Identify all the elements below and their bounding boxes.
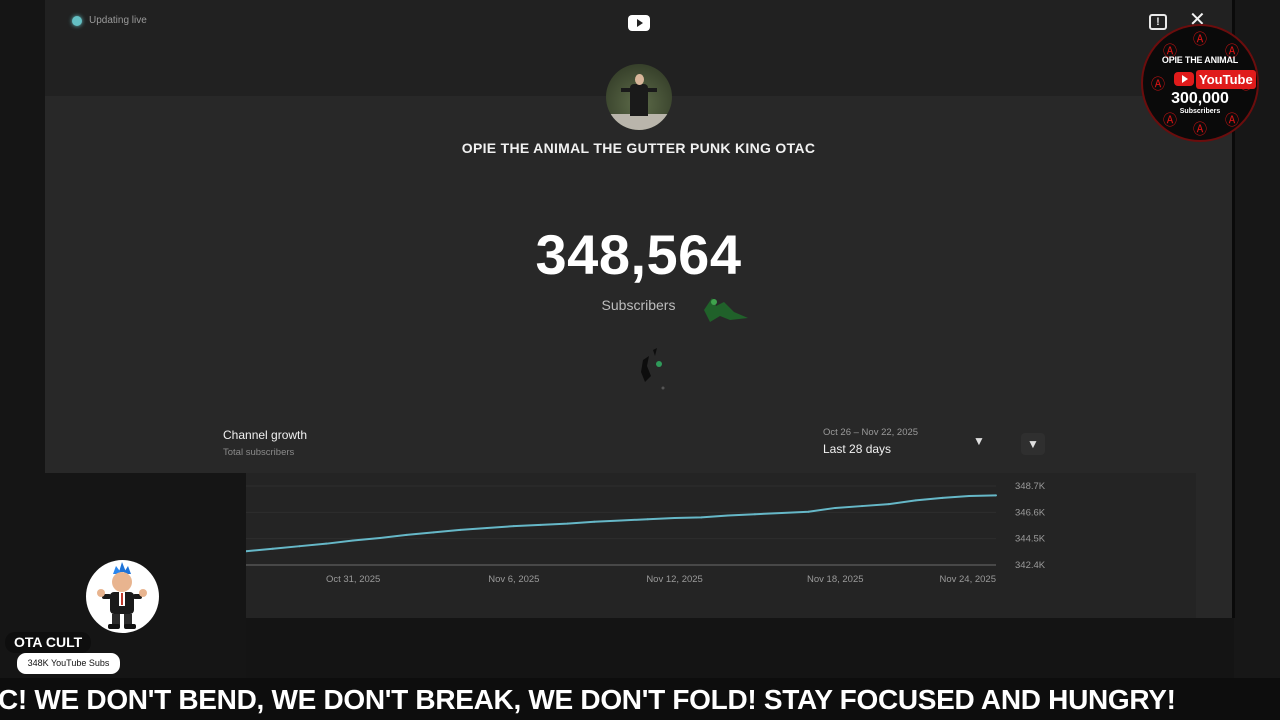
chevron-down-icon[interactable]: ▼	[973, 434, 985, 448]
anarchy-icon: Ⓐ	[1151, 76, 1165, 92]
panel-border	[1232, 0, 1235, 618]
x-tick-label: Nov 24, 2025	[939, 574, 996, 585]
subscriber-count: 348,564	[535, 223, 742, 286]
milestone-label: Subscribers	[1179, 108, 1221, 115]
data-point	[459, 528, 462, 531]
y-tick-label: 348.7K	[1015, 481, 1046, 492]
x-tick-label: Nov 18, 2025	[807, 574, 864, 585]
y-tick-label: 344.5K	[1015, 534, 1046, 545]
anarchy-icon: Ⓐ	[1225, 112, 1239, 128]
scrolling-ticker: C! WE DON'T BEND, WE DON'T BREAK, WE DON…	[0, 678, 1280, 720]
data-point	[887, 503, 890, 506]
data-point	[673, 516, 676, 519]
chevron-down-icon[interactable]: ▼	[1021, 433, 1045, 455]
live-indicator: Updating live	[72, 15, 147, 26]
live-dot-icon	[72, 15, 82, 26]
sparkle-decoration	[641, 348, 665, 390]
milestone-title: OPIE THE ANIMAL	[1161, 55, 1239, 65]
x-tick-label: Nov 6, 2025	[488, 574, 539, 585]
data-point	[914, 499, 917, 502]
data-point	[753, 513, 756, 516]
ticker-text: C! WE DON'T BEND, WE DON'T BREAK, WE DON…	[0, 684, 1176, 715]
data-point	[620, 519, 622, 522]
data-point	[807, 510, 810, 513]
channel-growth-title: Channel growth	[223, 428, 308, 442]
period-selector[interactable]: Last 28 days	[823, 442, 892, 456]
y-tick-label: 346.6K	[1015, 507, 1046, 518]
data-point	[727, 514, 730, 517]
streamer-name: OTA CULT	[5, 632, 92, 653]
channel-avatar[interactable]	[606, 64, 672, 130]
data-point	[700, 516, 703, 519]
data-point	[432, 531, 435, 534]
data-point	[593, 520, 596, 523]
x-tick-label: Oct 31, 2025	[326, 574, 380, 585]
data-point	[352, 539, 355, 542]
data-point	[861, 505, 864, 508]
date-range: Oct 26 – Nov 22, 2025	[823, 427, 919, 438]
youtube-play-icon	[1174, 72, 1194, 86]
data-point	[486, 527, 489, 530]
anarchy-icon: Ⓐ	[1163, 112, 1177, 128]
milestone-badge: Ⓐ Ⓐ Ⓐ Ⓐ Ⓐ Ⓐ Ⓐ Ⓐ OPIE THE ANIMAL YouTube …	[1141, 24, 1259, 142]
milestone-youtube-logo: YouTube	[1174, 70, 1256, 89]
data-point	[834, 506, 837, 509]
left-background	[0, 0, 45, 478]
y-tick-label: 342.4K	[1015, 560, 1046, 571]
youtube-wordmark: YouTube	[1196, 70, 1256, 89]
anarchy-icon: Ⓐ	[1225, 43, 1239, 59]
feedback-icon[interactable]: !	[1149, 14, 1167, 30]
data-point	[298, 545, 301, 548]
chart-plot-area	[246, 473, 1196, 618]
sparkle-decoration	[704, 298, 748, 322]
streamer-avatar	[86, 560, 159, 633]
data-point	[941, 496, 944, 499]
x-tick-label: Nov 12, 2025	[646, 574, 703, 585]
live-status-text: Updating live	[89, 15, 147, 26]
data-point	[995, 494, 997, 497]
channel-growth-subtitle: Total subscribers	[223, 447, 295, 458]
data-point	[325, 542, 328, 545]
data-point	[405, 533, 408, 536]
channel-name: OPIE THE ANIMAL THE GUTTER PUNK KING OTA…	[461, 140, 816, 156]
anarchy-icon: Ⓐ	[1193, 121, 1207, 137]
data-point	[539, 523, 542, 526]
data-point	[968, 495, 971, 498]
punk-mascot-icon	[97, 562, 147, 629]
data-point	[271, 547, 274, 550]
data-point	[378, 537, 381, 540]
channel-growth-chart: 348.7K 346.6K 344.5K 342.4K Oct 31, 2025 Nov …	[245, 473, 1196, 618]
subscriber-label: Subscribers	[601, 297, 676, 313]
anarchy-icon: Ⓐ	[1163, 43, 1177, 59]
data-point	[646, 518, 649, 521]
anarchy-icon: Ⓐ	[1193, 31, 1207, 47]
youtube-logo-icon	[628, 15, 650, 31]
data-point	[512, 525, 515, 528]
subscriber-badge: 348K YouTube Subs	[17, 653, 120, 674]
milestone-count: 300,000	[1171, 90, 1229, 107]
data-point	[780, 511, 783, 514]
data-point	[566, 522, 569, 525]
